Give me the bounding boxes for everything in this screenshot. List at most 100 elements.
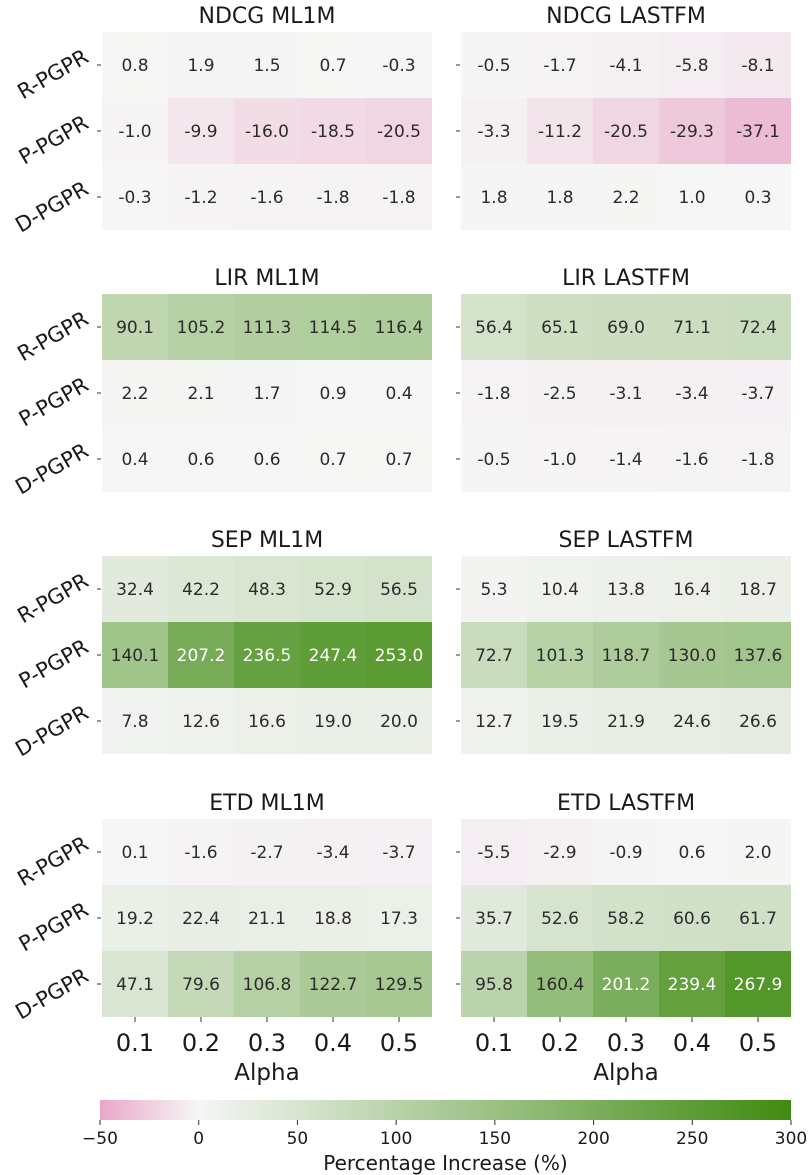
heatmap-panel: LIR ML1M 90.1 105.2 111.3 114.5 116.4 2.2 2.1 1.… (11, 266, 432, 499)
cell-label: -3.7 (741, 384, 774, 404)
heatmap-cell (102, 294, 168, 360)
colorbar-label: Percentage Increase (%) (323, 1151, 567, 1175)
heatmap-panel: NDCG LASTFM -0.5 -1.7 -4.1 -5.8 -8.1 -3.3 -11.2… (456, 4, 791, 230)
cell-label: -0.5 (477, 56, 510, 76)
cell-label: 0.6 (253, 450, 280, 470)
cell-label: 118.7 (602, 646, 651, 666)
heatmap-cell (366, 164, 432, 230)
heatmap-cell (366, 98, 432, 164)
cell-label: 17.3 (380, 909, 418, 929)
cell-label: 1.0 (678, 188, 705, 208)
cell-label: 201.2 (602, 975, 651, 995)
cell-label: 61.7 (739, 909, 777, 929)
heatmap-cell (659, 622, 725, 688)
panel-title: SEP LASTFM (559, 528, 694, 553)
heatmap-cell (234, 622, 300, 688)
cell-label: -2.9 (543, 843, 576, 863)
heatmap-cell (593, 426, 659, 492)
cell-label: 24.6 (673, 712, 711, 732)
colorbar-tick-label: −50 (82, 1129, 118, 1149)
heatmap-cell (234, 556, 300, 622)
heatmap-panel: SEP LASTFM 5.3 10.4 13.8 16.4 18.7 72.7 101.3 11… (456, 528, 791, 754)
cell-label: 140.1 (111, 646, 160, 666)
heatmap-cell (168, 360, 234, 426)
colorbar-tick-label: 0 (193, 1129, 204, 1149)
heatmap-cell (461, 294, 527, 360)
heatmap-cell (366, 885, 432, 951)
heatmap-cell (102, 360, 168, 426)
cell-label: 47.1 (116, 975, 154, 995)
cell-label: 247.4 (309, 646, 358, 666)
colorbar-tick-label: 150 (479, 1129, 511, 1149)
cell-label: -1.6 (250, 188, 283, 208)
x-tick-label: 0.3 (248, 1029, 286, 1057)
heatmap-cell (659, 294, 725, 360)
heatmap-cell (659, 819, 725, 885)
cell-label: 0.1 (121, 843, 148, 863)
heatmap-cell (725, 164, 791, 230)
heatmap-cell (234, 294, 300, 360)
cell-label: -0.5 (477, 450, 510, 470)
cell-label: -3.1 (609, 384, 642, 404)
heatmap-cell (527, 819, 593, 885)
cell-label: 5.3 (480, 580, 507, 600)
cell-label: 160.4 (536, 975, 585, 995)
heatmap-cell (168, 688, 234, 754)
row-label: D-PGPR (11, 439, 92, 500)
heatmap-cell (168, 556, 234, 622)
cell-label: -5.8 (675, 56, 708, 76)
cell-label: 19.5 (541, 712, 579, 732)
cell-label: 48.3 (248, 580, 286, 600)
cell-label: -0.3 (118, 188, 151, 208)
row-label: R-PGPR (13, 569, 92, 629)
heatmap-cell (593, 819, 659, 885)
heatmap-cell (168, 164, 234, 230)
heatmap-cell (366, 622, 432, 688)
heatmap-cell (593, 294, 659, 360)
cell-label: 0.4 (121, 450, 148, 470)
row-label: D-PGPR (11, 701, 92, 762)
heatmap-cell (461, 426, 527, 492)
heatmap-cell (168, 819, 234, 885)
cell-label: 12.7 (475, 712, 513, 732)
cell-label: 19.0 (314, 712, 352, 732)
colorbar (100, 1100, 791, 1120)
heatmap-cell (593, 622, 659, 688)
heatmap-cell (725, 556, 791, 622)
heatmap-cell (461, 951, 527, 1017)
cell-label: 267.9 (734, 975, 783, 995)
cell-label: 0.3 (744, 188, 771, 208)
row-label: P-PGPR (15, 373, 93, 432)
cell-label: -1.4 (609, 450, 642, 470)
cell-label: -3.3 (477, 122, 510, 142)
heatmap-panel: ETD LASTFM -5.5 -2.9 -0.9 0.6 2.0 35.7 52.6 58.2… (456, 791, 791, 1086)
cell-label: -8.1 (741, 56, 774, 76)
heatmap-cell (300, 688, 366, 754)
x-tick-label: 0.3 (607, 1029, 645, 1057)
cell-label: 56.5 (380, 580, 418, 600)
heatmap-cell (234, 426, 300, 492)
heatmap-cell (234, 885, 300, 951)
heatmap-cell (102, 426, 168, 492)
cell-label: 129.5 (375, 975, 424, 995)
heatmap-cell (659, 426, 725, 492)
cell-label: -4.1 (609, 56, 642, 76)
heatmap-cell (593, 360, 659, 426)
cell-label: -3.4 (316, 843, 349, 863)
panel-title: NDCG LASTFM (546, 4, 706, 29)
cell-label: 21.9 (607, 712, 645, 732)
heatmap-cell (234, 164, 300, 230)
heatmap-cell (461, 819, 527, 885)
heatmap-cell (725, 885, 791, 951)
colorbar-tick-label: 100 (380, 1129, 412, 1149)
row-label: P-PGPR (15, 111, 93, 170)
cell-label: -0.9 (609, 843, 642, 863)
heatmap-cell (593, 951, 659, 1017)
heatmap-cell (102, 98, 168, 164)
panel-title: LIR ML1M (214, 266, 319, 291)
cell-label: 106.8 (243, 975, 292, 995)
cell-label: 236.5 (243, 646, 292, 666)
cell-label: 101.3 (536, 646, 585, 666)
cell-label: 0.7 (385, 450, 412, 470)
cell-label: 253.0 (375, 646, 424, 666)
